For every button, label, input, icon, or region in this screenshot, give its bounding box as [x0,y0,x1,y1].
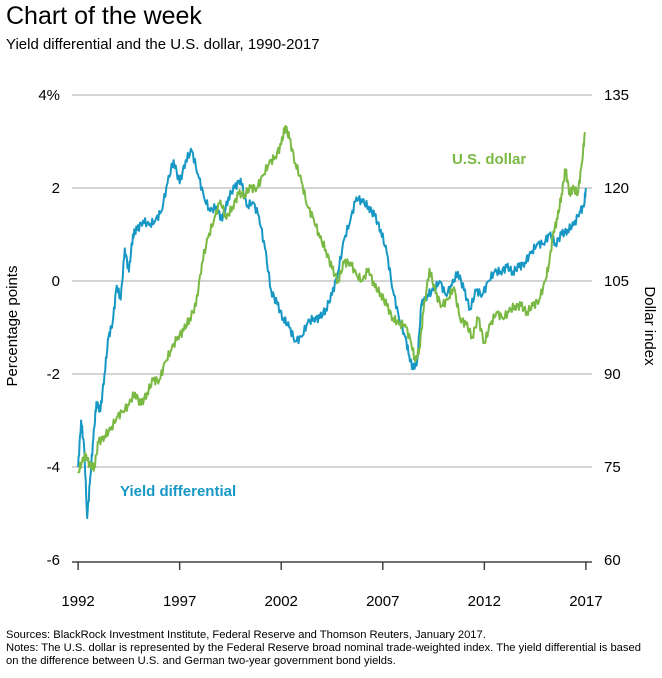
left-axis-tick-labels: -6 -4 -2 0 2 4% [38,87,60,569]
left-tick-label: 4% [38,87,60,104]
notes-text: Notes: The U.S. dollar is represented by… [6,642,641,667]
right-tick-label: 90 [604,366,621,383]
left-tick-label: 0 [52,273,60,290]
right-axis-label: Dollar index [641,286,658,366]
us-dollar-series-label: U.S. dollar [452,151,526,168]
x-tick-label: 1997 [163,593,196,610]
left-axis-label: Percentage points [4,266,21,387]
page-title: Chart of the week [6,2,202,30]
chart-subtitle: Yield differential and the U.S. dollar, … [6,36,320,53]
left-tick-label: -2 [47,366,60,383]
x-tick-label: 1992 [61,593,94,610]
x-tick-label: 2007 [366,593,399,610]
chart: 1992 1997 2002 2007 2012 2017 -6 -4 -2 0 2 4% 60 75… [4,87,658,610]
right-tick-label: 120 [604,180,629,197]
sources-note: Sources: BlackRock Investment Institute,… [6,629,486,641]
left-tick-label: 2 [52,180,60,197]
x-tick-label: 2002 [265,593,298,610]
x-tick-label: 2012 [468,593,501,610]
right-tick-label: 105 [604,273,629,290]
x-tick-label: 2017 [569,593,602,610]
gridlines [72,94,592,468]
yield-differential-series-label: Yield differential [120,483,236,500]
us-dollar-line [77,125,586,474]
left-tick-label: -4 [47,459,60,476]
left-tick-label: -6 [47,552,60,569]
right-tick-label: 135 [604,87,629,104]
footnotes: Sources: BlackRock Investment Institute,… [6,629,656,668]
right-tick-label: 75 [604,459,621,476]
series [77,125,587,520]
yield-differential-line [77,147,587,520]
right-axis-tick-labels: 60 75 90 105 120 135 [604,87,629,569]
x-axis-ticks: 1992 1997 2002 2007 2012 2017 [61,562,603,610]
right-tick-label: 60 [604,552,621,569]
